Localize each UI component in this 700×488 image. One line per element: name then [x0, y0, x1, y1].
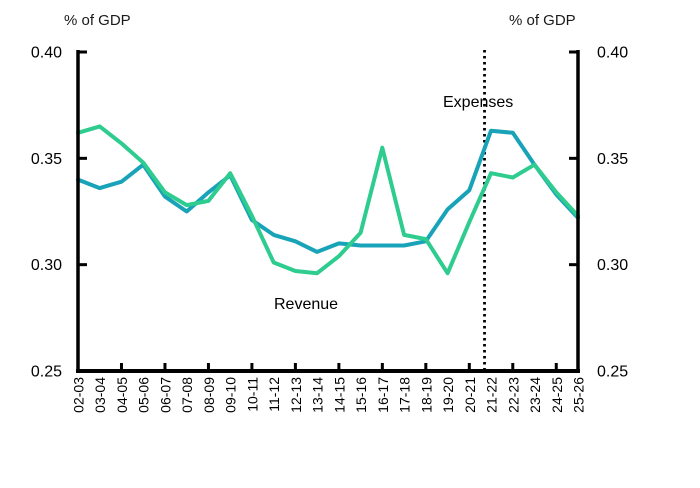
right-y-tick-label: 0.25 [597, 364, 628, 381]
x-tick-label: 19-20 [440, 377, 456, 413]
x-tick-label: 20-21 [462, 377, 478, 413]
left-y-tick-label: 0.30 [31, 257, 62, 274]
left-axis-title: % of GDP [64, 12, 131, 29]
x-tick-label: 09-10 [223, 377, 239, 413]
x-tick-label: 02-03 [71, 377, 87, 413]
x-tick-label: 16-17 [375, 377, 391, 413]
x-tick-label: 10-11 [244, 377, 260, 412]
left-y-tick-label: 0.35 [31, 151, 62, 168]
x-tick-label: 08-09 [201, 377, 217, 413]
x-tick-label: 15-16 [353, 377, 369, 413]
x-tick-label: 13-14 [310, 377, 326, 413]
x-tick-label: 18-19 [418, 377, 434, 413]
x-tick-label: 22-23 [505, 377, 521, 413]
right-y-tick-label: 0.40 [597, 45, 628, 62]
x-tick-label: 24-25 [549, 377, 565, 413]
x-tick-label: 11-12 [266, 377, 282, 412]
left-y-tick-label: 0.25 [31, 364, 62, 381]
right-y-tick-label: 0.35 [597, 151, 628, 168]
x-tick-label: 12-13 [288, 377, 304, 413]
x-tick-label: 06-07 [157, 377, 173, 413]
right-axis-title: % of GDP [509, 12, 576, 29]
x-tick-label: 04-05 [114, 377, 130, 413]
x-tick-label: 23-24 [527, 377, 543, 413]
x-tick-label: 14-15 [331, 377, 347, 413]
x-tick-label: 07-08 [179, 377, 195, 413]
revenue-series-label: Revenue [274, 296, 339, 313]
revenue-series-line [76, 124, 580, 276]
x-tick-label: 21-22 [484, 377, 500, 413]
expenses-series-line [76, 128, 580, 254]
left-y-tick-label: 0.40 [31, 45, 62, 62]
right-y-tick-label: 0.30 [597, 257, 628, 274]
x-tick-label: 25-26 [571, 377, 587, 413]
x-tick-label: 05-06 [136, 377, 152, 413]
x-tick-label: 03-04 [92, 377, 108, 413]
expenses-series-label: Expenses [443, 94, 514, 111]
x-tick-label: 17-18 [397, 377, 413, 413]
